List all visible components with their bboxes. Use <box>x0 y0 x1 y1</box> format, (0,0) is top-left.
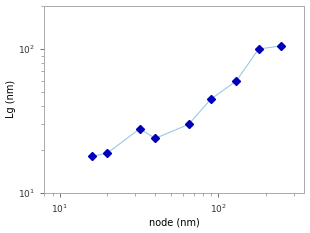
X-axis label: node (nm): node (nm) <box>149 217 200 227</box>
Y-axis label: Lg (nm): Lg (nm) <box>6 80 16 118</box>
